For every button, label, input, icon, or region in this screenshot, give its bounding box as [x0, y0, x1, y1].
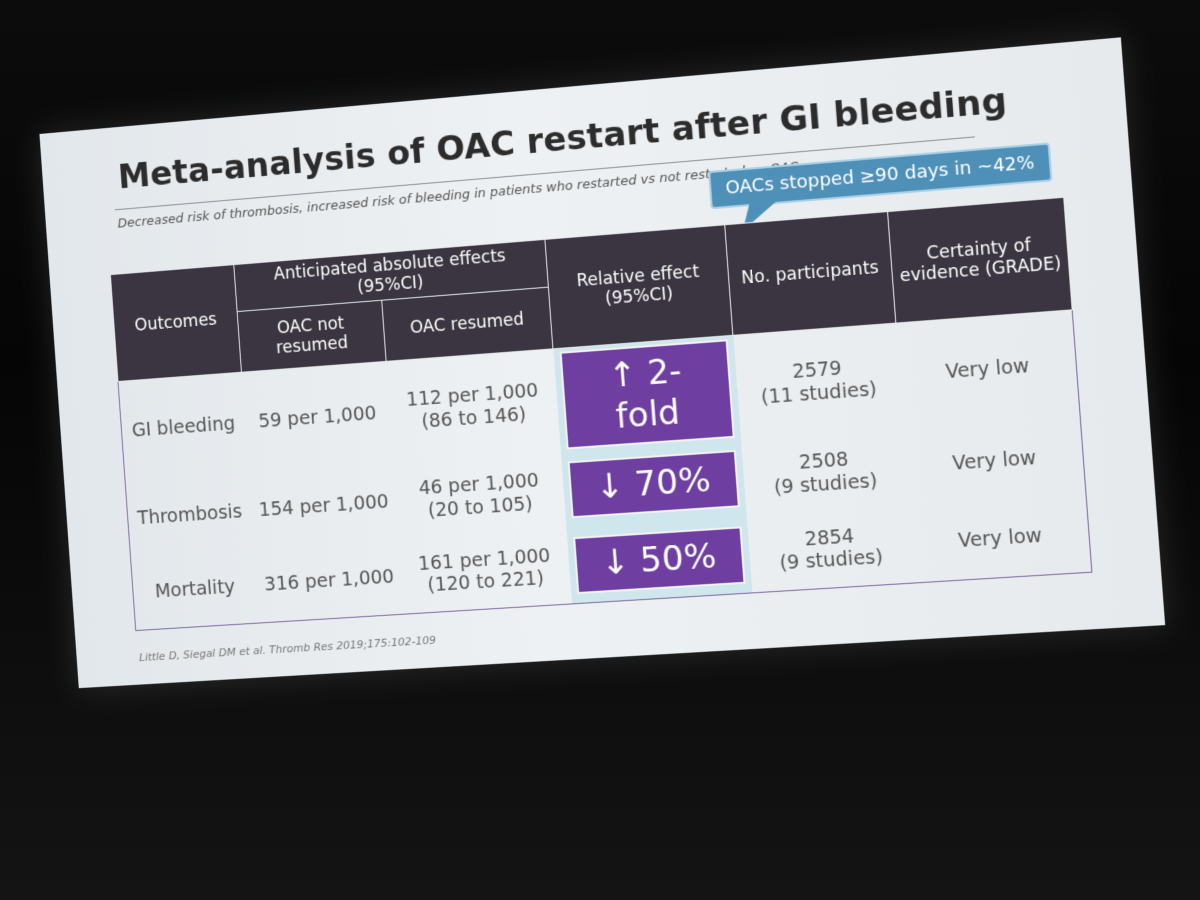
relative-effect-badge: ↓ 70%	[567, 450, 739, 518]
citation: Little D, Siegal DM et al. Thromb Res 20…	[139, 634, 437, 664]
participants-cell: 2579 (11 studies)	[733, 323, 904, 440]
header-relative-effect: Relative effect (95%CI)	[545, 225, 733, 349]
not-resumed-cell: 316 per 1,000	[254, 539, 404, 623]
certainty-cell: Very low	[909, 494, 1091, 583]
resumed-cell: 161 per 1,000 (120 to 221)	[399, 528, 572, 614]
certainty-cell: Very low	[896, 310, 1080, 429]
header-oac-not-resumed: OAC not resumed	[237, 300, 386, 372]
relative-effect-cell: ↓ 50%	[566, 517, 752, 605]
callout-bubble: OACs stopped ≥90 days in ~42%	[708, 142, 1053, 209]
certainty-cell: Very low	[904, 417, 1086, 506]
grade-evidence-table: Outcomes Anticipated absolute effects (9…	[110, 197, 1093, 632]
relative-effect-badge: ↓ 50%	[573, 526, 745, 594]
header-certainty: Certainty of evidence (GRADE)	[888, 197, 1073, 323]
relative-effect-badge: ↑ 2-fold	[559, 339, 734, 449]
outcome-cell: GI bleeding	[118, 372, 249, 482]
resumed-cell: 112 per 1,000 (86 to 146)	[386, 349, 560, 464]
participants-cell: 2508 (9 studies)	[741, 429, 910, 517]
not-resumed-cell: 59 per 1,000	[241, 361, 393, 474]
participants-cell: 2854 (9 studies)	[746, 506, 915, 593]
header-participants: No. participants	[725, 212, 896, 336]
outcome-cell: Mortality	[130, 549, 259, 631]
resumed-cell: 46 per 1,000 (20 to 105)	[394, 453, 566, 540]
relative-effect-cell: ↓ 70%	[560, 440, 746, 528]
relative-effect-cell: ↑ 2-fold	[553, 335, 741, 452]
outcome-cell: Thrombosis	[125, 474, 254, 557]
not-resumed-cell: 154 per 1,000	[249, 464, 399, 549]
header-outcomes: Outcomes	[110, 265, 241, 382]
projected-slide: Meta-analysis of OAC restart after GI bl…	[39, 37, 1165, 688]
